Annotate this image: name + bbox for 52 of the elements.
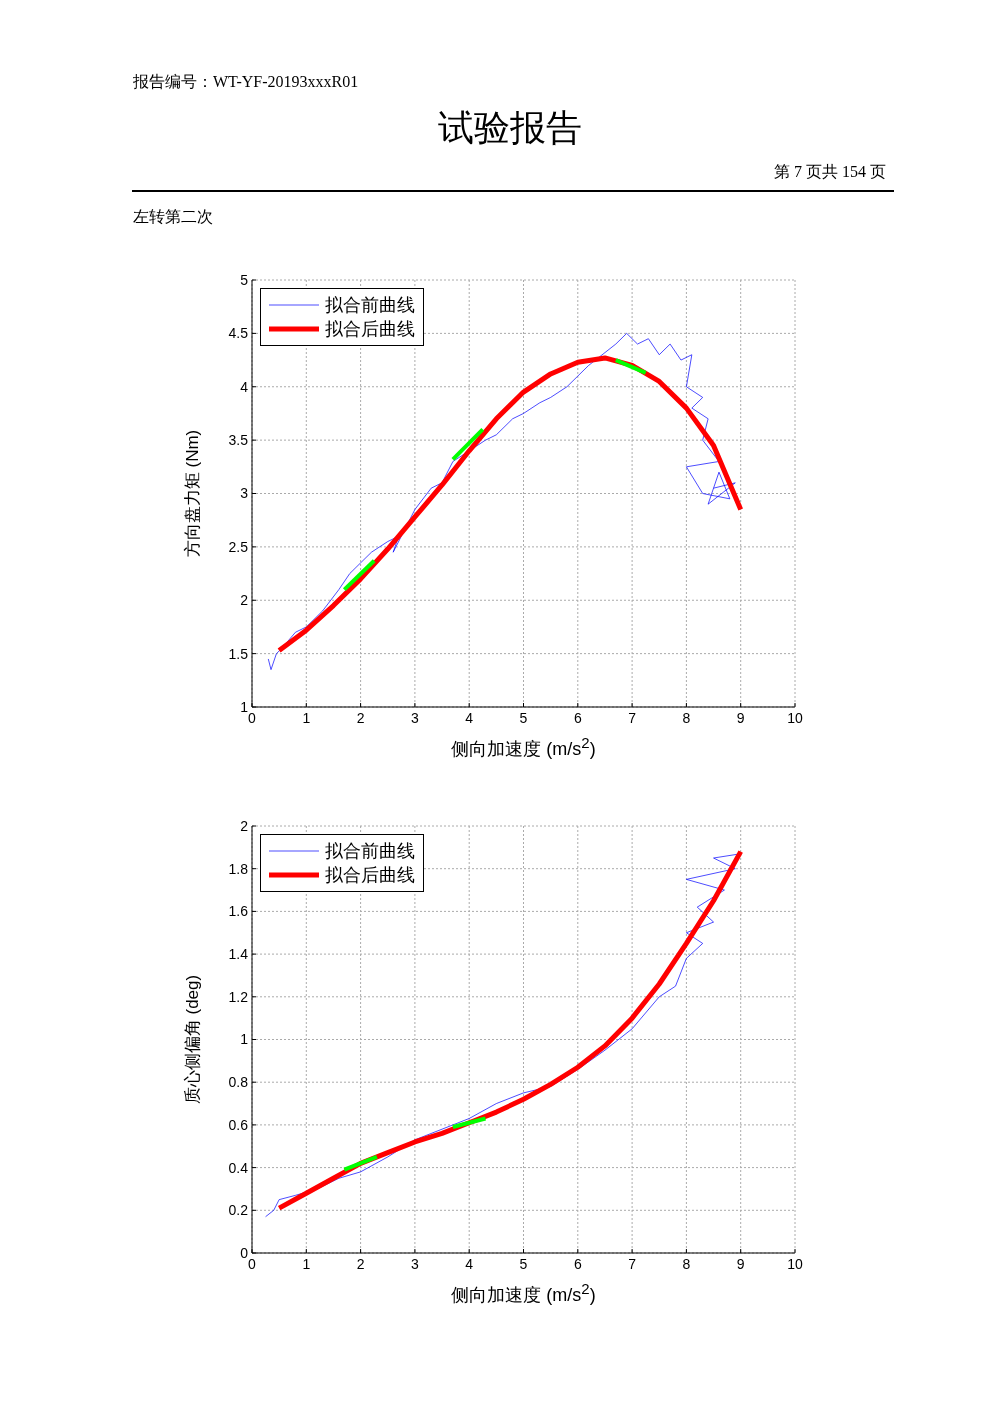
legend-label: 拟合后曲线 [325, 318, 415, 341]
x-tick-label: 4 [465, 1255, 474, 1272]
y-tick-label: 3.5 [228, 432, 249, 449]
x-tick-label: 1 [302, 1255, 311, 1272]
y-tick-label: 0.4 [228, 1159, 249, 1176]
x-tick-label: 9 [736, 709, 745, 726]
chart-subtitle: 左转第二次 [133, 207, 213, 227]
y-tick-label: 4 [240, 378, 249, 395]
text: 报告编号：WT-YF-20193xxxR01 [133, 72, 359, 92]
chart-title: 试验报告 [437, 107, 583, 150]
y-tick-label: 5 [240, 271, 249, 288]
x-axis-title: 侧向加速度 (m/s$^{2}$) [450, 1280, 597, 1307]
y-tick-label: 1.5 [228, 645, 249, 662]
y-axis-title: 质心侧偏角 (deg) [181, 973, 203, 1106]
y-tick-label: 2 [240, 817, 249, 834]
y-tick-label: 0.6 [228, 1116, 249, 1133]
x-tick-label: 8 [682, 709, 691, 726]
x-tick-label: 10 [787, 709, 803, 726]
x-tick-label: 3 [411, 709, 419, 726]
x-tick-label: 6 [573, 709, 582, 726]
y-tick-label: 1.6 [228, 903, 249, 920]
legend-label: 拟合前曲线 [325, 294, 415, 317]
x-axis-title: 侧向加速度 (m/s$^{2}$) [450, 734, 597, 761]
y-tick-label: 0.2 [228, 1202, 249, 1219]
y-tick-label: 1.8 [228, 860, 249, 877]
legend-label: 拟合前曲线 [325, 840, 415, 863]
y-tick-label: 0.8 [228, 1074, 249, 1091]
y-tick-label: 4.5 [228, 325, 249, 342]
x-tick-label: 7 [628, 1255, 637, 1272]
text: 第 7 页共 154 页 [774, 162, 886, 182]
y-tick-label: 0 [240, 1244, 249, 1261]
x-tick-label: 1 [302, 709, 311, 726]
x-tick-label: 4 [465, 709, 474, 726]
x-tick-label: 3 [411, 1255, 419, 1272]
x-tick-label: 10 [787, 1255, 803, 1272]
x-tick-label: 6 [573, 1255, 582, 1272]
legend-label: 拟合后曲线 [325, 864, 415, 887]
x-tick-label: 8 [682, 1255, 691, 1272]
y-tick-label: 2.5 [228, 538, 249, 555]
x-tick-label: 5 [519, 709, 528, 726]
y-tick-label: 1.2 [228, 988, 249, 1005]
x-tick-label: 9 [736, 1255, 745, 1272]
x-tick-label: 5 [519, 1255, 528, 1272]
y-axis-title: 方向盘力矩 (Nm) [181, 428, 203, 559]
y-tick-label: 3 [240, 485, 249, 502]
x-tick-label: 7 [628, 709, 637, 726]
y-tick-label: 1 [240, 1031, 249, 1048]
y-tick-label: 1 [240, 698, 249, 715]
y-tick-label: 2 [240, 592, 249, 609]
x-tick-label: 2 [356, 1255, 365, 1272]
y-tick-label: 1.4 [228, 946, 249, 963]
x-tick-label: 2 [356, 709, 365, 726]
